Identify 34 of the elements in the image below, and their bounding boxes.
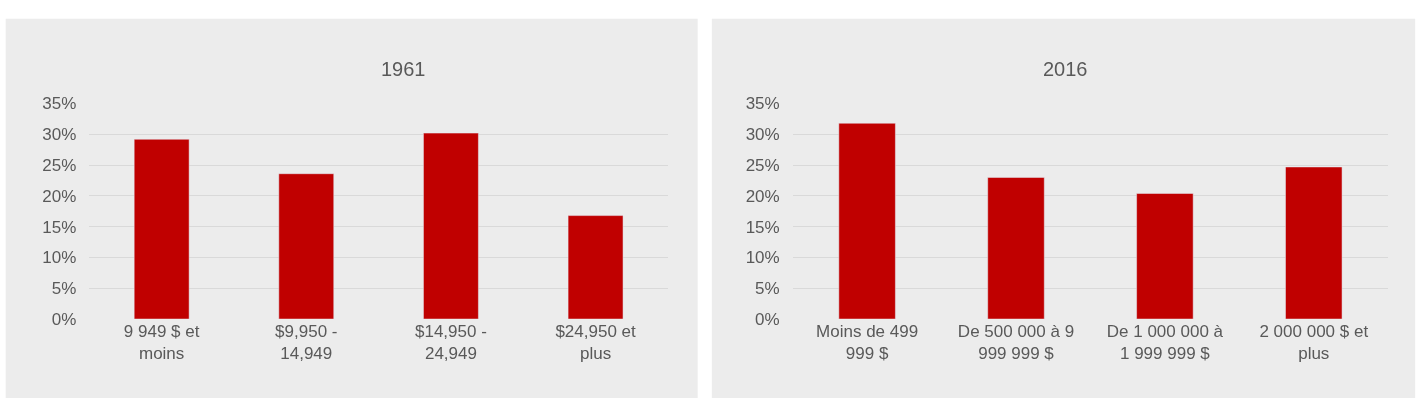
x-tick-label: $24,950 et plus <box>555 322 637 364</box>
bar <box>838 122 896 320</box>
chart-title: 1961 <box>381 58 426 80</box>
bar <box>567 215 624 320</box>
x-tick-label: De 1 000 000 à 1 999 999 $ <box>1106 322 1224 364</box>
bar <box>987 177 1045 320</box>
y-tick-label: 20% <box>42 186 77 206</box>
chart-title: 2016 <box>1043 58 1088 80</box>
x-tick-label: 2 000 000 $ et plus <box>1259 322 1369 364</box>
y-tick-label: 5% <box>755 279 780 299</box>
bar <box>1285 166 1343 320</box>
y-tick-label: 15% <box>42 217 77 237</box>
bar <box>423 132 479 320</box>
y-tick-label: 10% <box>745 248 780 268</box>
x-tick-label: $14,950 - 24,949 <box>415 322 487 364</box>
y-tick-label: 25% <box>42 156 77 176</box>
y-tick-label: 20% <box>745 186 780 206</box>
y-tick-label: 0% <box>51 309 77 329</box>
x-tick-label: $9,950 - 14,949 <box>275 322 338 364</box>
x-tick-label: Moins de 499 999 $ <box>816 322 919 364</box>
y-tick-label: 30% <box>745 125 780 145</box>
x-tick-label: 9 949 $ et moins <box>123 322 200 364</box>
y-tick-label: 5% <box>51 279 77 299</box>
y-tick-label: 10% <box>42 248 77 268</box>
y-tick-label: 30% <box>42 125 77 145</box>
y-tick-label: 15% <box>745 217 780 237</box>
y-tick-label: 35% <box>745 94 780 114</box>
y-tick-label: 25% <box>745 156 780 176</box>
bar <box>133 138 190 320</box>
bar <box>1136 193 1194 320</box>
bar <box>278 173 335 320</box>
x-tick-label: De 500 000 à 9 999 999 $ <box>957 322 1075 364</box>
y-tick-label: 0% <box>755 309 780 329</box>
y-tick-label: 35% <box>42 94 77 114</box>
